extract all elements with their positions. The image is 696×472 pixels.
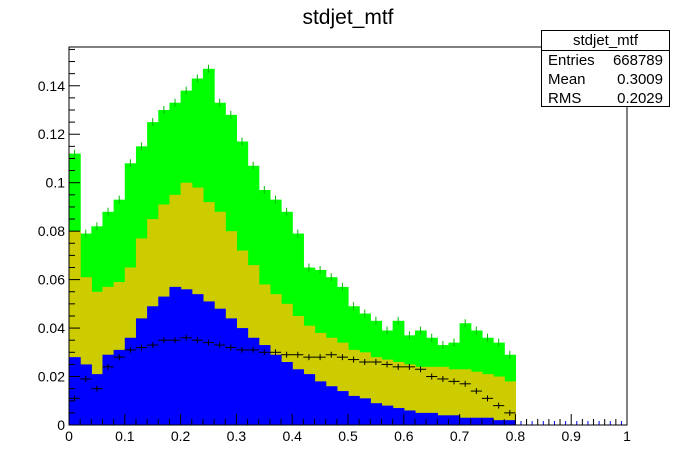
y-tick-label: 0.12 bbox=[38, 126, 65, 142]
histogram-bar bbox=[214, 308, 226, 425]
stats-value: 668789 bbox=[612, 52, 663, 69]
histogram-bar bbox=[269, 354, 282, 425]
histogram-bar bbox=[236, 328, 249, 425]
x-tick-label: 0.2 bbox=[171, 428, 191, 444]
histogram-bar bbox=[113, 349, 126, 425]
histogram-bar bbox=[381, 359, 394, 425]
histogram-bar bbox=[180, 289, 193, 425]
histogram-bar bbox=[459, 417, 472, 425]
axes-layer: 0 0.1 0.2 0.3 0.4 0.5 0.6 0.7 0.8 0.9 1 0 0.02 0.04 0.… bbox=[38, 48, 631, 444]
x-tick-label: 0.1 bbox=[115, 428, 135, 444]
x-tick-label: 0.4 bbox=[282, 428, 302, 444]
histogram-bar bbox=[281, 362, 293, 425]
histogram-bar bbox=[80, 277, 92, 425]
histogram-bar bbox=[80, 364, 92, 425]
y-tick-label: 0.04 bbox=[38, 320, 65, 336]
x-tick-label: 0.8 bbox=[506, 428, 526, 444]
x-tick-label: 0.9 bbox=[561, 428, 581, 444]
histogram-bar bbox=[359, 352, 371, 425]
x-tick-label: 0.3 bbox=[227, 428, 247, 444]
histogram-bar bbox=[225, 318, 237, 425]
histogram-bar bbox=[459, 369, 472, 425]
histogram-bar bbox=[292, 369, 304, 425]
stats-row-rms: RMS 0.2029 bbox=[542, 89, 669, 108]
bars-layer bbox=[69, 64, 516, 426]
histogram-bar bbox=[448, 369, 461, 425]
histogram-bar bbox=[202, 301, 215, 425]
histogram-bar bbox=[336, 391, 349, 425]
histogram-bar bbox=[414, 412, 427, 425]
stats-box: stdjet_mtf Entries 668789 Mean 0.3009 RM… bbox=[541, 30, 670, 107]
x-tick-label: 0.7 bbox=[450, 428, 470, 444]
histogram-bar bbox=[124, 337, 137, 425]
y-tick-label: 0.06 bbox=[38, 272, 65, 288]
histogram-bar bbox=[370, 357, 383, 425]
stats-label: Entries bbox=[548, 52, 595, 69]
histogram-bar bbox=[481, 417, 494, 425]
histogram-bar bbox=[414, 366, 427, 425]
histogram-bar bbox=[504, 420, 516, 425]
chart-title: stdjet_mtf bbox=[302, 6, 393, 29]
x-tick-label: 0 bbox=[65, 428, 73, 444]
x-tick-label: 1 bbox=[623, 428, 631, 444]
histogram-bar bbox=[258, 345, 271, 425]
histogram-bar bbox=[325, 386, 338, 425]
histogram-bar bbox=[504, 381, 516, 425]
histogram-bar bbox=[314, 381, 327, 425]
histogram-bar bbox=[303, 374, 316, 425]
histogram-bar bbox=[91, 374, 104, 425]
histogram-bar bbox=[158, 296, 171, 425]
histogram-bar bbox=[437, 366, 450, 425]
histogram-bar bbox=[403, 410, 416, 425]
histogram-bar bbox=[392, 408, 405, 425]
histogram-bar bbox=[493, 420, 505, 425]
y-tick-label: 0.08 bbox=[38, 223, 65, 239]
histogram-bar bbox=[247, 337, 260, 425]
histogram-bar bbox=[169, 286, 182, 425]
x-tick-label: 0.5 bbox=[338, 428, 358, 444]
y-tick-label: 0.14 bbox=[38, 78, 65, 94]
histogram-bar bbox=[348, 395, 360, 425]
stats-row-entries: Entries 668789 bbox=[542, 51, 669, 70]
stats-title: stdjet_mtf bbox=[542, 31, 669, 51]
stats-value: 0.3009 bbox=[617, 71, 663, 88]
histogram-bar bbox=[325, 337, 338, 425]
histogram-bar bbox=[147, 306, 159, 425]
histogram-bar bbox=[348, 349, 360, 425]
y-tick-label: 0 bbox=[57, 417, 65, 433]
histogram-bar bbox=[102, 354, 115, 425]
histogram-bar bbox=[69, 357, 81, 425]
histogram-bar bbox=[437, 415, 450, 425]
histogram-bar bbox=[381, 405, 394, 425]
markers-layer bbox=[69, 334, 622, 425]
stats-label: Mean bbox=[548, 71, 586, 88]
histogram-bar bbox=[426, 366, 438, 425]
histogram-bar bbox=[470, 371, 483, 425]
histogram-bar bbox=[470, 417, 483, 425]
x-tick-label: 0.6 bbox=[394, 428, 414, 444]
histogram-bar bbox=[403, 364, 416, 425]
histogram-bar bbox=[392, 362, 405, 425]
y-tick-label: 0.1 bbox=[46, 175, 66, 191]
histogram-bar bbox=[314, 332, 327, 425]
histogram-bar bbox=[91, 291, 104, 425]
histogram-bar bbox=[493, 376, 505, 425]
histogram-bar bbox=[359, 398, 371, 425]
histogram-bar bbox=[448, 415, 461, 425]
y-tick-label: 0.02 bbox=[38, 369, 65, 385]
histogram-bar bbox=[191, 294, 204, 425]
histogram-bar bbox=[336, 342, 349, 425]
histogram-bar bbox=[135, 318, 148, 425]
stats-row-mean: Mean 0.3009 bbox=[542, 70, 669, 89]
stats-value: 0.2029 bbox=[617, 90, 663, 107]
stats-label: RMS bbox=[548, 90, 582, 107]
histogram-bar bbox=[370, 403, 383, 425]
histogram-bar bbox=[426, 412, 438, 425]
